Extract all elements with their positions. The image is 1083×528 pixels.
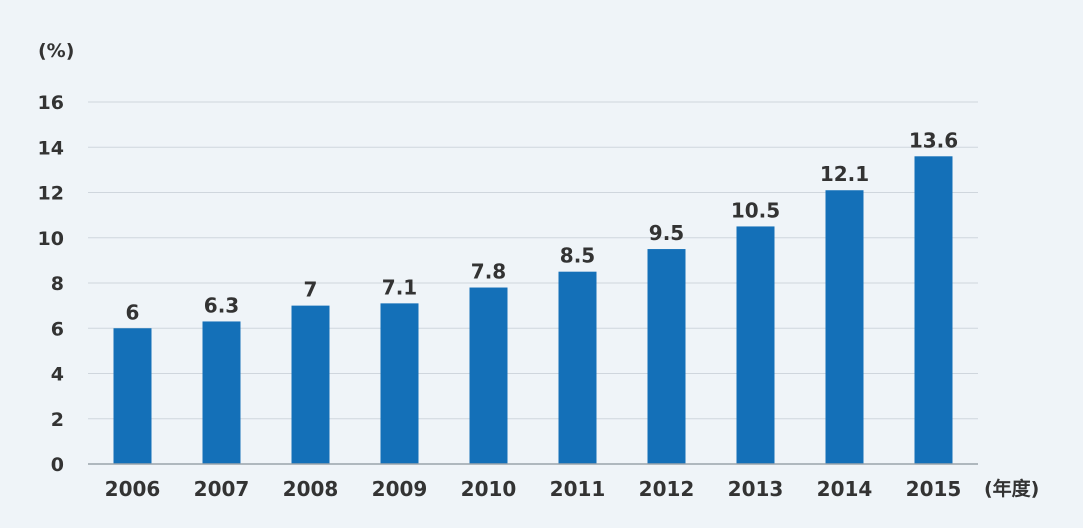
y-tick-label: 0	[51, 454, 64, 476]
x-tick-label: 2014	[817, 477, 873, 501]
x-tick-label: 2010	[461, 477, 517, 501]
x-axis-ticks: 2006 2007 2008 2009 2010 2011 2012 2013 2014 2015	[105, 477, 962, 501]
bar-2015	[914, 156, 953, 465]
x-axis-unit: (年度)	[984, 477, 1039, 500]
value-label: 7.8	[471, 260, 506, 284]
x-tick-label: 2011	[550, 477, 606, 501]
bar-2013	[736, 226, 775, 464]
bar-2006	[113, 328, 152, 464]
bar-2007	[202, 321, 241, 464]
y-tick-label: 10	[38, 228, 64, 250]
bar-2008	[291, 305, 330, 464]
bar-2011	[558, 271, 597, 464]
y-tick-label: 14	[38, 137, 64, 159]
x-tick-label: 2009	[372, 477, 428, 501]
x-tick-label: 2007	[194, 477, 250, 501]
y-tick-label: 8	[51, 273, 64, 295]
value-label: 9.5	[649, 221, 684, 245]
value-label: 8.5	[560, 244, 595, 268]
x-tick-label: 2008	[283, 477, 339, 501]
y-tick-label: 4	[51, 364, 64, 386]
y-axis-ticks: 0 2 4 6 8 10 12 14 16	[38, 92, 64, 476]
value-label: 6	[126, 300, 140, 324]
value-label: 7.1	[382, 275, 417, 299]
y-tick-label: 6	[51, 318, 64, 340]
bar-2014	[825, 190, 864, 465]
value-label: 6.3	[204, 293, 239, 317]
y-axis-unit: (%)	[38, 40, 74, 62]
x-tick-label: 2006	[105, 477, 161, 501]
value-label: 7	[304, 278, 318, 302]
y-tick-label: 16	[38, 92, 64, 114]
value-label: 10.5	[731, 198, 780, 222]
value-label: 13.6	[909, 128, 958, 152]
bar-2009	[380, 303, 419, 464]
value-labels: 6 6.3 7 7.1 7.8 8.5 9.5 10.5 12.1 13.6	[126, 128, 959, 324]
value-label: 12.1	[820, 162, 869, 186]
x-tick-label: 2013	[728, 477, 784, 501]
bars	[113, 156, 953, 465]
x-tick-label: 2015	[906, 477, 962, 501]
y-tick-label: 12	[38, 183, 64, 205]
bar-2012	[647, 249, 686, 464]
y-tick-label: 2	[51, 409, 64, 431]
bar-2010	[469, 287, 508, 464]
x-tick-label: 2012	[639, 477, 695, 501]
